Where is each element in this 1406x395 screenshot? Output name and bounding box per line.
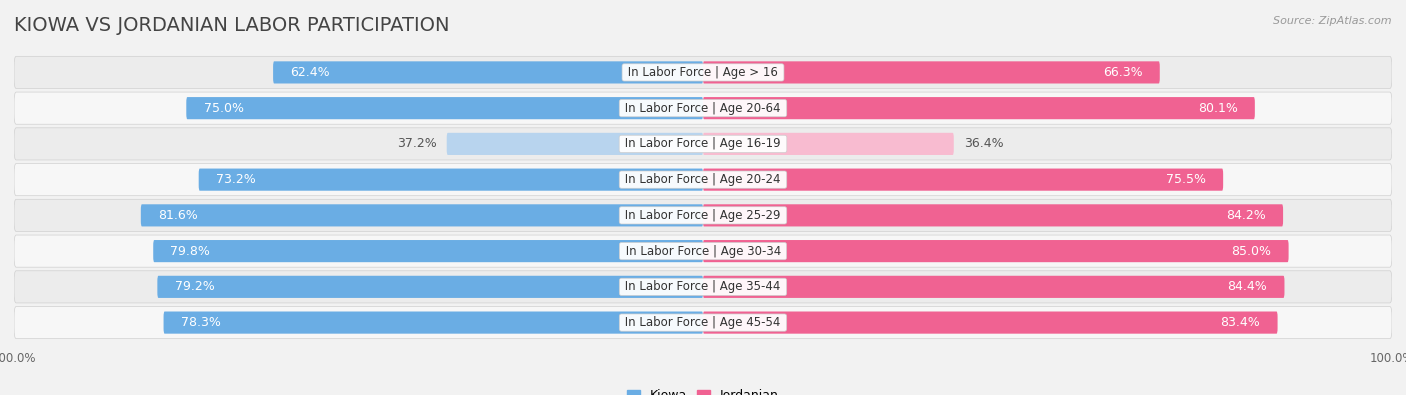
Text: In Labor Force | Age 25-29: In Labor Force | Age 25-29 xyxy=(621,209,785,222)
Text: KIOWA VS JORDANIAN LABOR PARTICIPATION: KIOWA VS JORDANIAN LABOR PARTICIPATION xyxy=(14,16,450,35)
FancyBboxPatch shape xyxy=(14,307,1392,339)
FancyBboxPatch shape xyxy=(186,97,703,119)
FancyBboxPatch shape xyxy=(14,56,1392,88)
FancyBboxPatch shape xyxy=(703,133,953,155)
Text: 75.5%: 75.5% xyxy=(1166,173,1206,186)
FancyBboxPatch shape xyxy=(703,204,1284,226)
Text: In Labor Force | Age 20-64: In Labor Force | Age 20-64 xyxy=(621,102,785,115)
Text: In Labor Force | Age 16-19: In Labor Force | Age 16-19 xyxy=(621,137,785,150)
FancyBboxPatch shape xyxy=(198,169,703,191)
Text: In Labor Force | Age > 16: In Labor Force | Age > 16 xyxy=(624,66,782,79)
Text: In Labor Force | Age 20-24: In Labor Force | Age 20-24 xyxy=(621,173,785,186)
Text: 79.8%: 79.8% xyxy=(170,245,211,258)
Text: 66.3%: 66.3% xyxy=(1102,66,1143,79)
FancyBboxPatch shape xyxy=(703,169,1223,191)
Text: 37.2%: 37.2% xyxy=(396,137,436,150)
FancyBboxPatch shape xyxy=(14,271,1392,303)
Text: 80.1%: 80.1% xyxy=(1198,102,1237,115)
Text: In Labor Force | Age 45-54: In Labor Force | Age 45-54 xyxy=(621,316,785,329)
FancyBboxPatch shape xyxy=(157,276,703,298)
FancyBboxPatch shape xyxy=(153,240,703,262)
FancyBboxPatch shape xyxy=(703,61,1160,83)
Text: In Labor Force | Age 35-44: In Labor Force | Age 35-44 xyxy=(621,280,785,293)
FancyBboxPatch shape xyxy=(14,92,1392,124)
FancyBboxPatch shape xyxy=(447,133,703,155)
FancyBboxPatch shape xyxy=(141,204,703,226)
Text: 79.2%: 79.2% xyxy=(174,280,214,293)
Text: 83.4%: 83.4% xyxy=(1220,316,1260,329)
Text: 62.4%: 62.4% xyxy=(290,66,330,79)
Text: 85.0%: 85.0% xyxy=(1232,245,1271,258)
Text: 84.2%: 84.2% xyxy=(1226,209,1265,222)
FancyBboxPatch shape xyxy=(703,312,1278,334)
FancyBboxPatch shape xyxy=(703,276,1285,298)
Text: 36.4%: 36.4% xyxy=(965,137,1004,150)
Text: In Labor Force | Age 30-34: In Labor Force | Age 30-34 xyxy=(621,245,785,258)
FancyBboxPatch shape xyxy=(163,312,703,334)
FancyBboxPatch shape xyxy=(14,235,1392,267)
Text: 75.0%: 75.0% xyxy=(204,102,243,115)
Text: 78.3%: 78.3% xyxy=(181,316,221,329)
FancyBboxPatch shape xyxy=(14,199,1392,231)
Text: 73.2%: 73.2% xyxy=(217,173,256,186)
FancyBboxPatch shape xyxy=(703,240,1289,262)
Legend: Kiowa, Jordanian: Kiowa, Jordanian xyxy=(623,384,783,395)
Text: Source: ZipAtlas.com: Source: ZipAtlas.com xyxy=(1274,16,1392,26)
FancyBboxPatch shape xyxy=(14,164,1392,196)
FancyBboxPatch shape xyxy=(703,97,1254,119)
Text: 84.4%: 84.4% xyxy=(1227,280,1267,293)
Text: 81.6%: 81.6% xyxy=(157,209,198,222)
FancyBboxPatch shape xyxy=(14,128,1392,160)
FancyBboxPatch shape xyxy=(273,61,703,83)
